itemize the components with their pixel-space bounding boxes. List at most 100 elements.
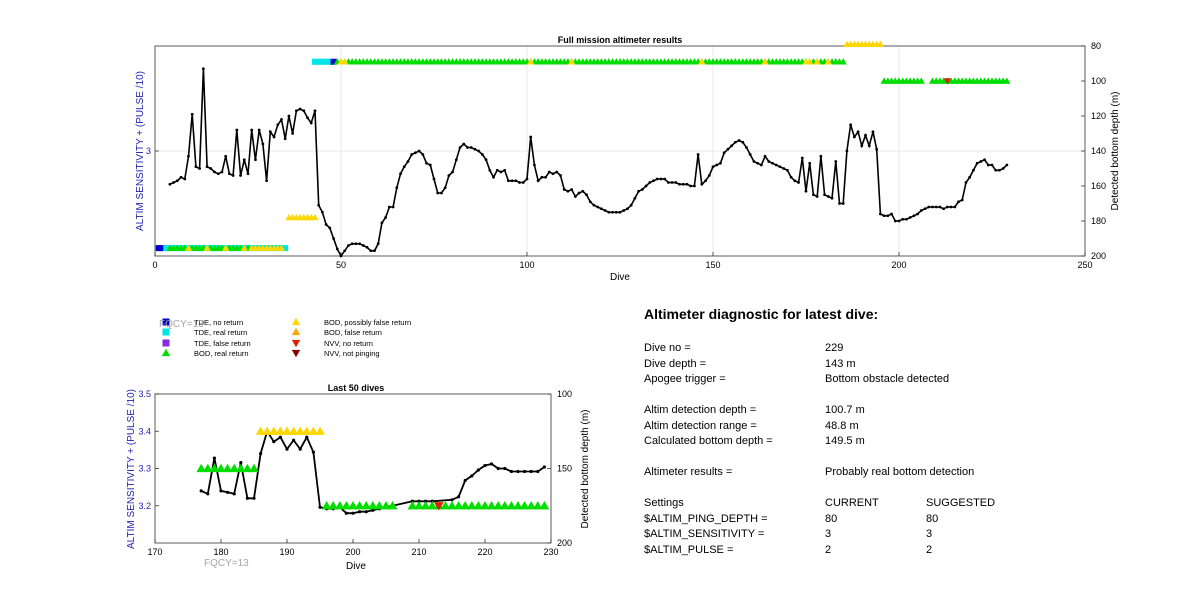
x-tick-label: 170 xyxy=(147,547,162,557)
depth-point xyxy=(789,175,793,179)
depth-point xyxy=(544,175,547,179)
depth-point xyxy=(257,128,261,132)
depth-point xyxy=(224,154,228,158)
legend-label: TDE, false return xyxy=(194,339,251,348)
depth-point xyxy=(882,214,886,218)
depth-point xyxy=(592,203,596,207)
marker-bod-real-return xyxy=(368,500,378,510)
depth-point xyxy=(547,170,551,174)
diagnostic-row: $ALTIM_SENSITIVITY = 3 3 xyxy=(644,527,1184,543)
depth-point xyxy=(343,249,347,253)
marker-bod-real-return xyxy=(236,463,246,473)
fqcy-label: FQCY=13 xyxy=(204,558,249,569)
depth-point xyxy=(306,116,309,120)
depth-point xyxy=(447,174,451,177)
bottom-chart-title: Last 50 dives xyxy=(328,383,385,393)
depth-point xyxy=(231,174,235,177)
depth-point xyxy=(417,149,421,153)
depth-point xyxy=(603,209,607,212)
depth-point xyxy=(483,463,487,468)
legend-symbol xyxy=(291,349,301,358)
marker-bod-real-return xyxy=(249,463,259,473)
marker-bod-real-return xyxy=(407,500,418,510)
depth-point xyxy=(246,172,250,176)
diagnostic-value: 80 xyxy=(825,512,838,525)
depth-point xyxy=(674,181,678,184)
depth-point xyxy=(693,184,696,188)
depth-point xyxy=(458,146,462,149)
depth-point xyxy=(960,198,964,202)
depth-point xyxy=(707,174,711,177)
diagnostic-value: 149.5 m xyxy=(825,435,865,447)
diagnostic-row: Apogee trigger = Bottom obstacle detected xyxy=(644,372,1184,388)
depth-point xyxy=(428,163,432,167)
depth-point xyxy=(387,205,391,209)
depth-point xyxy=(369,249,373,253)
depth-point xyxy=(492,175,495,179)
marker-bod-possibly-false xyxy=(282,426,292,435)
depth-point xyxy=(856,130,860,134)
depth-point xyxy=(332,237,335,240)
diagnostic-suggested: SUGGESTED xyxy=(926,497,996,509)
marker-bod-real-return xyxy=(341,500,352,510)
depth-point xyxy=(957,200,960,204)
depth-point xyxy=(942,207,946,211)
depth-point xyxy=(496,466,500,471)
diagnostic-row: Altim detection range = 48.8 m xyxy=(644,419,1184,435)
depth-point xyxy=(719,161,722,165)
depth-point xyxy=(272,135,276,139)
diagnostic-row: Calculated bottom depth = 149.5 m xyxy=(644,434,1184,450)
depth-point xyxy=(239,174,242,177)
depth-point xyxy=(484,158,488,162)
diagnostic-suggested: 3 xyxy=(926,528,933,540)
depth-point xyxy=(849,123,853,127)
diagnostic-title: Altimeter diagnostic for latest dive: xyxy=(644,306,879,322)
depth-point xyxy=(797,181,800,184)
right-tick-label: 100 xyxy=(1091,76,1106,86)
marker-bod-possibly-false xyxy=(255,426,266,435)
diagnostic-value: Bottom obstacle detected xyxy=(825,373,950,385)
marker-bod-possibly-false xyxy=(275,426,286,435)
depth-point xyxy=(285,447,289,451)
depth-point xyxy=(871,130,875,134)
depth-point xyxy=(380,221,384,225)
right-tick-label: 160 xyxy=(1091,181,1106,191)
depth-point xyxy=(815,195,819,198)
depth-point xyxy=(529,135,533,139)
depth-point xyxy=(704,179,707,183)
marker-bod-real-return xyxy=(328,500,338,510)
diagnostic-row: Dive depth = 143 m xyxy=(644,357,1184,373)
marker-bod-possibly-false xyxy=(269,426,279,435)
diagnostic-key: Calculated bottom depth = xyxy=(644,435,773,447)
bottom-ticks: 170 180 190 200 210 220 230 3.2 3.3 3.4 3.5 100 150 2… xyxy=(138,389,572,557)
depth-point xyxy=(670,181,674,184)
top-right-axis-label: Detected bottom depth (m) xyxy=(1110,92,1121,211)
depth-point xyxy=(179,175,183,179)
legend-label: NVV, no return xyxy=(324,339,373,348)
depth-point xyxy=(964,181,968,184)
depth-point xyxy=(730,144,733,148)
depth-point xyxy=(476,468,480,472)
right-tick-label: 200 xyxy=(1091,251,1106,261)
diagnostic-row: Altimeter results = Probably real bottom … xyxy=(644,465,1184,481)
diagnostic-value: 143 m xyxy=(825,357,856,370)
diagnostic-row: $ALTIM_PING_DEPTH = 80 80 xyxy=(644,512,1184,528)
right-tick-label: 80 xyxy=(1091,41,1101,51)
depth-point xyxy=(748,153,752,156)
depth-point xyxy=(168,182,172,186)
diagnostic-key: Altim detection range = xyxy=(644,419,757,432)
depth-point xyxy=(934,205,938,209)
depth-point xyxy=(536,179,540,183)
depth-point xyxy=(678,182,681,186)
depth-point xyxy=(373,249,376,253)
depth-point xyxy=(219,489,223,493)
depth-point xyxy=(841,202,845,205)
depth-point xyxy=(339,254,343,258)
left-tick-label: 3 xyxy=(146,146,151,156)
depth-point xyxy=(318,505,322,509)
depth-point xyxy=(782,167,786,170)
marker-bod-real-return xyxy=(335,500,345,510)
depth-point xyxy=(462,142,466,146)
x-tick-label: 230 xyxy=(543,547,558,557)
depth-point xyxy=(540,175,544,179)
